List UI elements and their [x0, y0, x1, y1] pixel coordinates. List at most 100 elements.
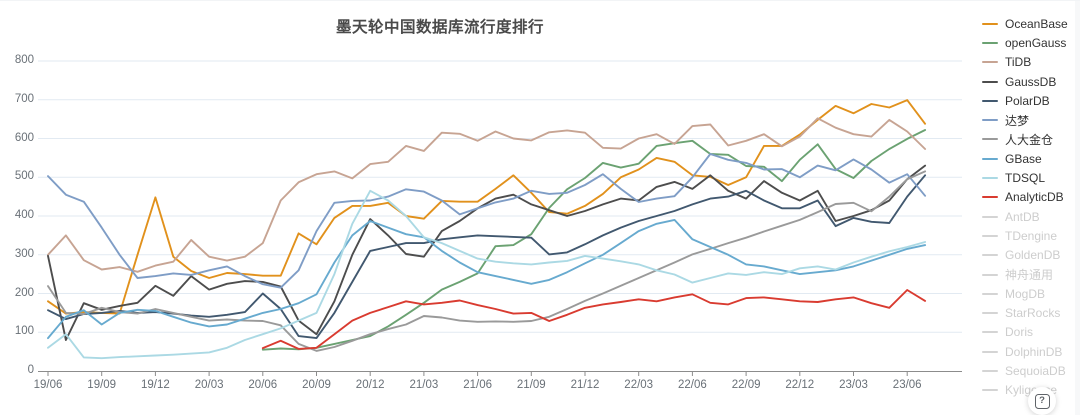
y-axis-label: 400 [14, 209, 34, 221]
chart-title: 墨天轮中国数据库流行度排行 [335, 19, 544, 36]
legend-marker [982, 273, 998, 276]
legend-item-OceanBase[interactable]: OceanBase [982, 14, 1080, 33]
x-axis-label: 20/03 [194, 379, 224, 391]
legend-marker [982, 80, 998, 83]
question-mark-icon: ? [1034, 393, 1050, 409]
legend-item-StarRocks[interactable]: StarRocks [982, 303, 1080, 322]
legend-label: TiDB [1005, 55, 1032, 70]
y-axis-label: 100 [14, 325, 34, 338]
x-axis-label: 21/03 [409, 379, 439, 391]
chart-legend: OceanBase openGauss TiDB GaussDB PolarDB 达梦人大… [982, 14, 1080, 400]
series-line-TDSQL [47, 189, 927, 360]
series-line-人大金仓 [47, 170, 927, 352]
series-line-openGauss [261, 129, 927, 351]
legend-marker [982, 331, 998, 334]
legend-marker [982, 22, 998, 25]
series-line-TiDB [47, 117, 927, 273]
legend-label: 神舟通用 [1005, 268, 1054, 282]
legend-item-GoldenDB[interactable]: GoldenDB [982, 246, 1080, 265]
legend-marker [982, 61, 998, 64]
legend-marker [982, 196, 998, 199]
y-axis-label: 200 [14, 286, 34, 299]
legend-item-TiDB[interactable]: TiDB [982, 53, 1080, 72]
legend-label: 达梦 [1005, 113, 1030, 128]
legend-marker [982, 292, 998, 295]
legend-label: DolphinDB [1005, 344, 1063, 359]
x-axis-label: 20/12 [355, 379, 385, 391]
legend-item-DolphinDB[interactable]: DolphinDB [982, 342, 1080, 361]
legend-marker [982, 138, 998, 141]
series-line-OceanBase [47, 99, 927, 315]
legend-marker [982, 119, 998, 122]
x-axis-label: 22/09 [731, 379, 761, 391]
legend-marker [982, 41, 998, 44]
legend-item-GaussDB[interactable]: GaussDB [982, 72, 1080, 91]
scroll-strip [1075, 1, 1080, 415]
y-axis-label: 800 [14, 54, 34, 66]
legend-marker [982, 177, 998, 180]
x-axis-label: 23/03 [839, 379, 868, 391]
legend-marker [982, 389, 998, 392]
legend-label: AntDB [1005, 209, 1040, 224]
legend-item-TDSQL[interactable]: TDSQL [982, 168, 1080, 187]
y-axis-label: 700 [14, 92, 34, 105]
legend-item-Doris[interactable]: Doris [982, 323, 1080, 342]
series-line-AnalyticDB [261, 289, 927, 350]
y-axis-label: 500 [14, 170, 34, 183]
legend-item-MogDB[interactable]: MogDB [982, 284, 1080, 303]
legend-item-PolarDB[interactable]: PolarDB [982, 91, 1080, 110]
legend-item-openGauss[interactable]: openGauss [982, 33, 1080, 52]
y-axis-label: 0 [27, 364, 34, 376]
legend-marker [982, 234, 998, 237]
x-axis-label: 19/06 [33, 379, 63, 391]
legend-item-GBase[interactable]: GBase [982, 149, 1080, 168]
legend-label: openGauss [1005, 35, 1067, 50]
legend-label: SequoiaDB [1005, 363, 1066, 378]
x-axis-label: 20/06 [248, 379, 278, 391]
y-axis-label: 300 [14, 247, 34, 260]
x-axis-label: 22/03 [624, 379, 654, 391]
x-axis-label: 20/09 [302, 379, 331, 391]
legend-item-AntDB[interactable]: AntDB [982, 207, 1080, 226]
legend-item-人大金仓[interactable]: 人大金仓 [982, 130, 1080, 149]
legend-item-AnalyticDB[interactable]: AnalyticDB [982, 188, 1080, 207]
legend-marker [982, 215, 998, 218]
x-axis-label: 21/06 [463, 379, 492, 391]
legend-label: AnalyticDB [1005, 190, 1064, 205]
x-axis-label: 19/09 [87, 379, 117, 391]
legend-marker [982, 350, 998, 353]
legend-marker [982, 254, 998, 257]
x-axis-label: 22/12 [785, 379, 815, 391]
legend-item-达梦[interactable]: 达梦 [982, 110, 1080, 129]
legend-item-神舟通用[interactable]: 神舟通用 [982, 265, 1080, 284]
legend-label: OceanBase [1005, 16, 1068, 31]
help-button[interactable]: ? [1028, 387, 1056, 415]
legend-label: GBase [1005, 151, 1042, 166]
legend-label: PolarDB [1005, 93, 1050, 108]
x-axis-label: 22/06 [678, 379, 707, 391]
legend-item-TDengine[interactable]: TDengine [982, 226, 1080, 245]
legend-label: GaussDB [1005, 74, 1057, 89]
series-line-GBase [47, 218, 927, 340]
legend-item-SequoiaDB[interactable]: SequoiaDB [982, 361, 1080, 380]
legend-label: 人大金仓 [1005, 132, 1054, 147]
x-axis-label: 21/12 [570, 379, 600, 391]
legend-marker [982, 99, 998, 102]
legend-label: TDengine [1005, 228, 1058, 243]
legend-label: StarRocks [1005, 306, 1061, 321]
x-axis-label: 21/09 [516, 379, 546, 391]
legend-label: GoldenDB [1005, 248, 1061, 263]
legend-marker [982, 157, 998, 160]
legend-marker [982, 369, 998, 372]
x-axis-label: 19/12 [141, 379, 170, 391]
legend-label: TDSQL [1005, 171, 1046, 186]
y-axis-label: 600 [14, 131, 34, 144]
series-line-达梦 [47, 153, 927, 289]
legend-label: MogDB [1005, 286, 1046, 301]
series-line-GaussDB [47, 164, 927, 341]
series-line-PolarDB [47, 174, 927, 340]
legend-label: Doris [1005, 325, 1034, 340]
x-axis-label: 23/06 [892, 379, 922, 391]
